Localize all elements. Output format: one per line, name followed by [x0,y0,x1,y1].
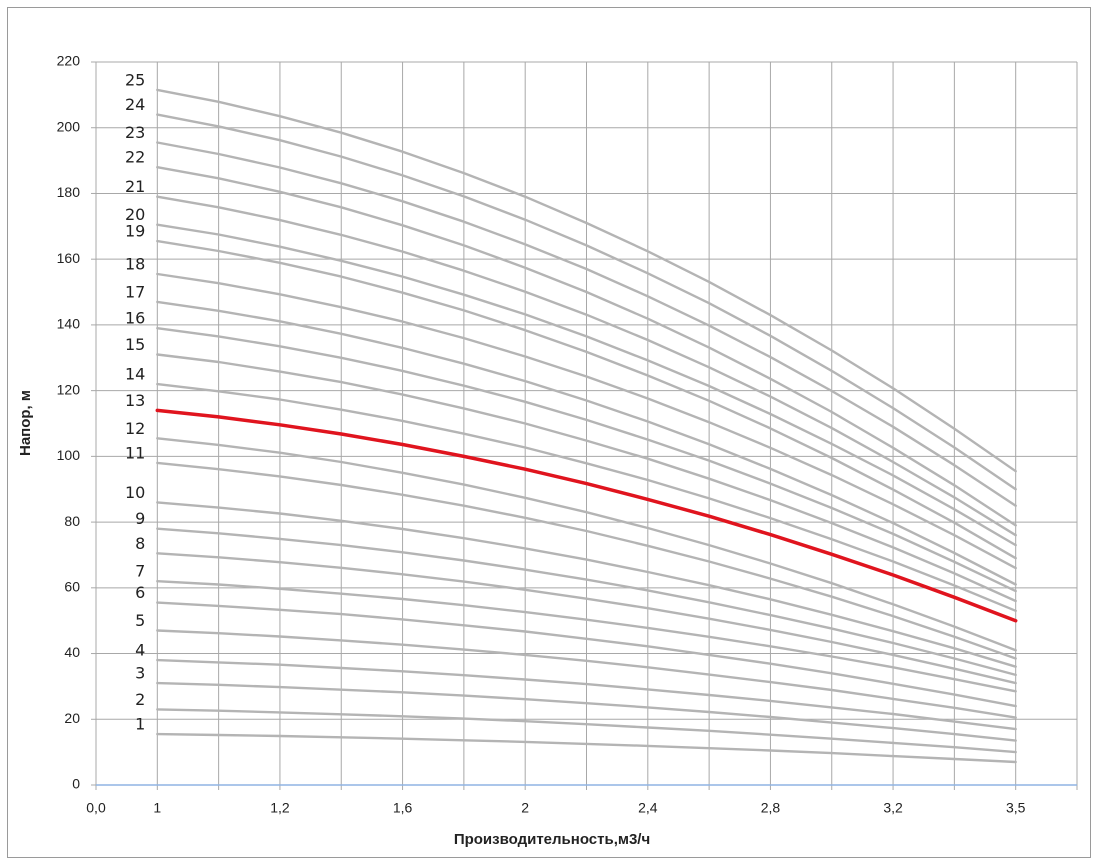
y-tick-label: 0 [72,776,80,792]
y-axis-title: Напор, м [17,390,34,456]
series-label: 16 [125,309,145,328]
pump-curve [156,166,1017,527]
y-tick-label: 140 [57,316,81,332]
y-tick-label: 200 [57,118,81,134]
series-label: 4 [135,641,145,660]
x-tick-label: 3,2 [883,800,903,816]
y-tick-label: 60 [64,579,80,595]
pump-curve [156,601,1017,708]
pump-curve [156,732,1017,764]
x-tick-label: 3,5 [1006,800,1026,816]
pump-curve [156,681,1017,742]
x-tick-label: 2,8 [761,800,781,816]
series-label: 15 [125,335,145,354]
series-label: 1 [135,715,145,734]
pump-curve [156,353,1017,603]
y-tick-label: 220 [57,53,81,69]
x-tick-label: 1,2 [270,800,290,816]
series-label: 8 [135,534,145,553]
pump-curve [156,88,1017,473]
pump-curve [156,552,1017,685]
pump-curve [156,501,1017,668]
pump-curve [156,527,1017,677]
y-tick-label: 100 [57,447,81,463]
series-label: 21 [125,177,145,196]
pump-curve [156,272,1017,570]
series-label: 14 [125,365,145,384]
x-tick-label: 2 [521,800,529,816]
series-label: 10 [125,483,145,502]
series-label: 13 [125,391,145,410]
pump-curve [156,113,1017,491]
pump-curve [156,658,1017,731]
y-tick-label: 180 [57,184,81,200]
series-label: 11 [125,443,145,462]
x-tick-label: 2,4 [638,800,658,816]
series-label: 12 [125,419,145,438]
pump-curve [156,141,1017,507]
pump-curve [156,629,1017,719]
y-tick-label: 80 [64,513,80,529]
series-label: 7 [135,562,145,581]
series-label: 2 [135,690,145,709]
series-label: 23 [125,123,145,142]
series-label: 17 [125,282,145,301]
pump-curve [155,408,1018,623]
series-label: 25 [125,70,145,89]
pump-curve [156,461,1017,660]
series-label: 9 [135,509,145,528]
x-tick-label: 1 [153,800,161,816]
pump-curve [156,437,1017,652]
pump-curve [156,195,1017,537]
y-tick-label: 40 [64,644,80,660]
chart-frame [7,7,1091,858]
pump-curve [156,239,1017,560]
series-label: 18 [125,254,145,273]
y-tick-label: 120 [57,381,81,397]
series-label: 19 [125,222,145,241]
pump-curve [156,708,1017,754]
series-label: 20 [125,205,145,224]
pump-curve [156,327,1017,593]
pump-curve [156,382,1017,612]
pump-curve [156,300,1017,586]
series-label: 6 [135,583,145,602]
series-label: 5 [135,611,145,630]
pump-curve [156,223,1017,547]
y-tick-label: 160 [57,250,81,266]
pump-curve [156,580,1017,693]
x-tick-label: 1,6 [393,800,413,816]
series-label: 22 [125,148,145,167]
y-tick-label: 20 [64,710,80,726]
x-axis-title: Производительность,м3/ч [454,831,650,848]
series-label: 24 [125,95,145,114]
x-tick-label: 0,0 [86,800,106,816]
series-label: 3 [135,664,145,683]
